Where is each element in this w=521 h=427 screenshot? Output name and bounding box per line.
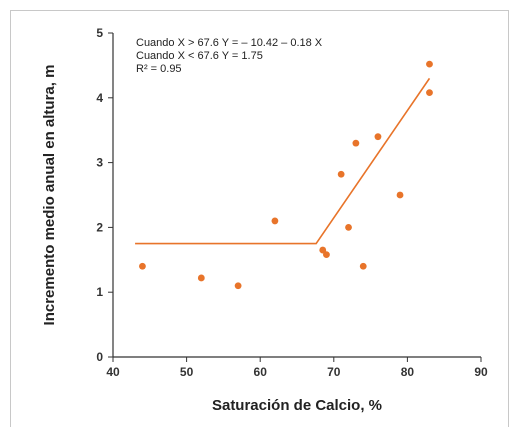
annotation-text: R² = 0.95 — [136, 63, 182, 75]
x-tick-label: 70 — [327, 365, 341, 379]
data-point — [337, 170, 345, 178]
annotation-text: Cuando X < 67.6 Y = 1.75 — [136, 50, 263, 62]
y-tick-label: 1 — [96, 285, 103, 299]
data-point — [352, 139, 360, 147]
y-tick-label: 4 — [96, 91, 103, 105]
data-point — [345, 224, 352, 231]
data-point — [271, 217, 279, 225]
y-tick-label: 2 — [96, 220, 103, 234]
data-point — [234, 282, 242, 290]
data-point — [374, 133, 382, 141]
data-point — [426, 60, 433, 68]
y-ticks: 0 1 2 3 4 5 — [96, 26, 113, 364]
annotation-text: Cuando X > 67.6 Y = – 10.42 – 0.18 X — [136, 37, 323, 49]
x-tick-label: 60 — [254, 365, 268, 379]
data-point — [323, 251, 330, 259]
y-tick-label: 3 — [96, 156, 103, 170]
y-tick-label: 5 — [96, 26, 103, 40]
data-point — [426, 89, 433, 97]
x-ticks: 40 50 60 70 80 90 — [106, 357, 488, 379]
x-tick-label: 90 — [474, 365, 488, 379]
x-axis-title: Saturación de Calcio, % — [212, 397, 382, 414]
axes — [112, 33, 481, 358]
y-tick-label: 0 — [96, 350, 103, 364]
x-tick-label: 50 — [180, 365, 194, 379]
x-tick-label: 40 — [106, 365, 120, 379]
frame-border-left — [10, 10, 11, 427]
data-point — [319, 246, 327, 254]
data-point — [396, 191, 404, 199]
frame-border-top — [10, 10, 509, 11]
data-point — [197, 274, 205, 282]
annotations: Cuando X > 67.6 Y = – 10.42 – 0.18 XCuan… — [136, 37, 323, 75]
data-point — [359, 262, 367, 270]
data-point — [139, 262, 146, 270]
fit-line — [135, 77, 431, 245]
y-axis-title: Incremento medio anual en altura, m — [41, 65, 58, 326]
x-tick-label: 80 — [401, 365, 415, 379]
data-points — [139, 60, 433, 290]
frame-border-right — [508, 10, 509, 427]
